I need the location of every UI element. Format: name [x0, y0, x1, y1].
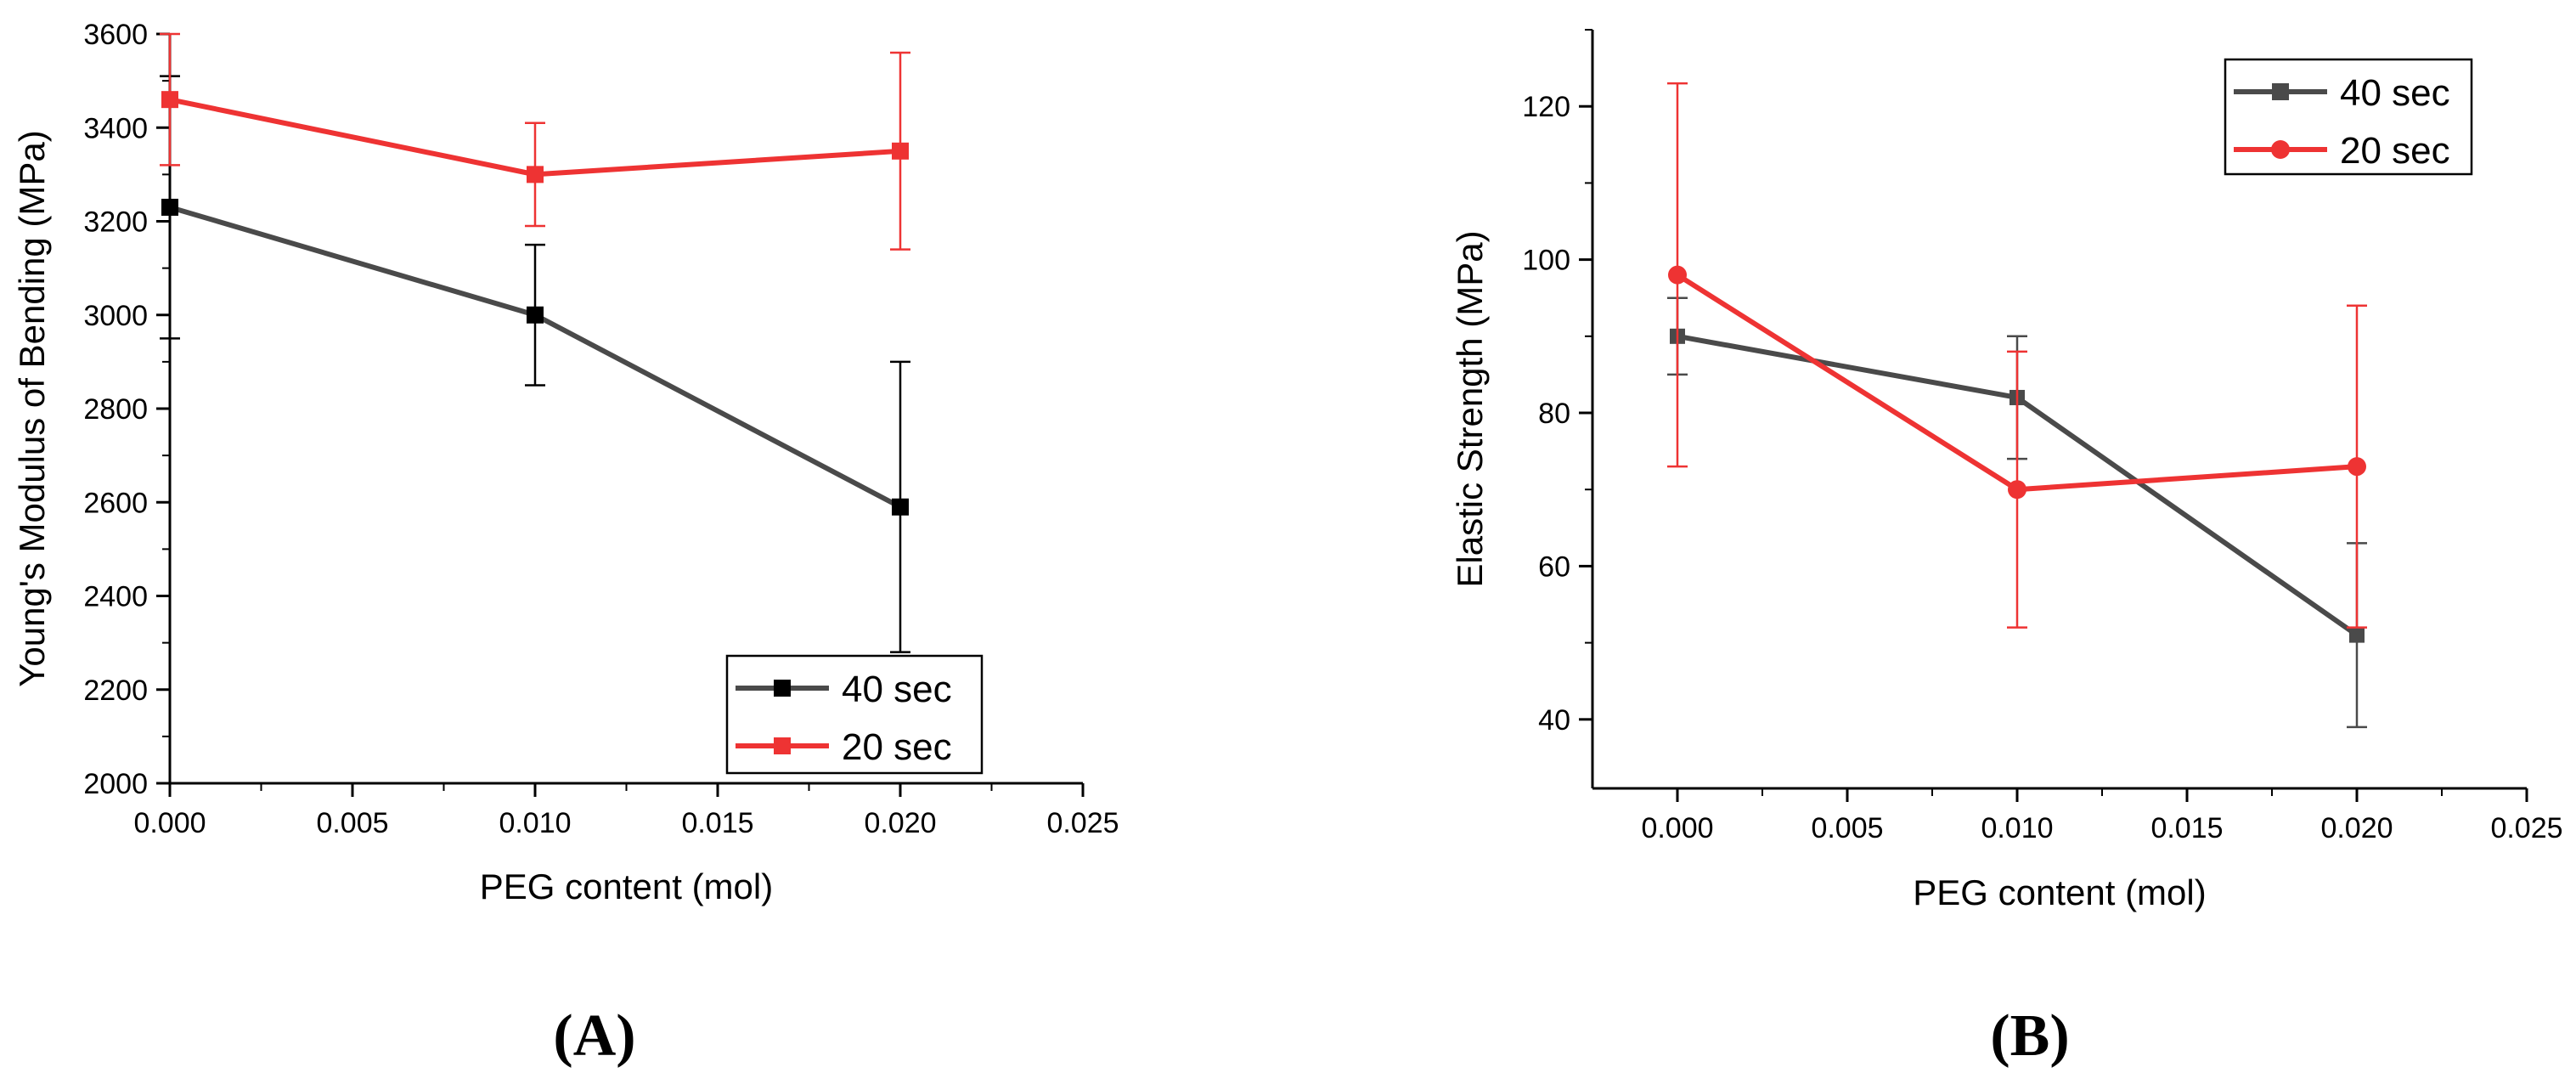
x-tick-label: 0.000 — [133, 807, 206, 839]
data-point — [527, 166, 544, 183]
y-axis-label: Elastic Strength (MPa) — [1450, 230, 1490, 587]
legend-box — [725, 654, 984, 775]
data-point — [2349, 627, 2365, 643]
x-tick-label: 0.025 — [1046, 807, 1119, 839]
data-point — [1668, 265, 1687, 285]
legend-swatch-marker — [2271, 140, 2290, 159]
y-tick-label: 2000 — [83, 768, 148, 800]
x-tick-label: 0.015 — [681, 807, 753, 839]
x-tick-label: 0.005 — [316, 807, 388, 839]
x-tick-label: 0.025 — [2490, 812, 2562, 844]
y-tick-label: 3200 — [83, 206, 148, 239]
data-point — [527, 306, 544, 324]
data-point — [2008, 480, 2026, 500]
x-axis-label: PEG content (mol) — [480, 867, 773, 906]
data-point — [892, 498, 909, 516]
y-tick-label: 80 — [1538, 398, 1570, 430]
x-tick-label: 0.020 — [864, 807, 936, 839]
legend-swatch-marker — [2272, 83, 2289, 100]
data-point — [161, 91, 178, 109]
legend-swatch-marker — [774, 737, 791, 754]
y-tick-label: 40 — [1538, 704, 1570, 737]
x-tick-label: 0.020 — [2320, 812, 2393, 844]
x-tick-label: 0.005 — [1811, 812, 1883, 844]
y-tick-label: 3000 — [83, 300, 148, 332]
y-tick-label: 60 — [1538, 550, 1570, 583]
series-40-sec — [160, 75, 910, 653]
data-point — [2348, 457, 2366, 477]
series-20-sec — [1667, 82, 2367, 629]
legend: 40 sec 20 sec — [2224, 58, 2473, 176]
y-tick-label: 120 — [1522, 91, 1570, 123]
y-axis-label: Young's Modulus of Bending (MPa) — [12, 130, 52, 687]
y-tick-label: 2400 — [83, 581, 148, 613]
x-tick-label: 0.000 — [1641, 812, 1713, 844]
y-tick-label: 100 — [1522, 245, 1570, 277]
y-tick-label: 3600 — [83, 19, 148, 51]
legend-label: 20 sec — [2340, 130, 2450, 172]
legend-label: 40 sec — [842, 669, 952, 710]
legend: 40 sec 20 sec — [725, 654, 984, 775]
data-point — [161, 198, 178, 216]
x-tick-label: 0.010 — [499, 807, 571, 839]
panel-b-label: (B) — [1990, 1003, 2069, 1069]
y-tick-label: 2200 — [83, 675, 148, 707]
legend-label: 20 sec — [842, 726, 952, 768]
x-tick-label: 0.015 — [2150, 812, 2223, 844]
y-tick-label: 2800 — [83, 393, 148, 426]
y-tick-label: 2600 — [83, 487, 148, 519]
series-20-sec — [160, 32, 910, 251]
legend-label: 40 sec — [2340, 72, 2450, 114]
panel-a-chart: 0.000 0.005 0.010 0.015 0.020 0.025 2000 2200 24… — [12, 19, 1119, 906]
x-tick-label: 0.010 — [1981, 812, 2053, 844]
x-axis-label: PEG content (mol) — [1913, 872, 2206, 912]
y-tick-label: 3400 — [83, 112, 148, 144]
panel-b-chart: 0.000 0.005 0.010 0.015 0.020 0.025 40 60 80 100 1… — [1450, 29, 2563, 912]
data-point — [892, 142, 909, 160]
legend-box — [2224, 58, 2473, 176]
panel-a-label: (A) — [553, 1003, 635, 1069]
legend-swatch-marker — [774, 680, 791, 697]
